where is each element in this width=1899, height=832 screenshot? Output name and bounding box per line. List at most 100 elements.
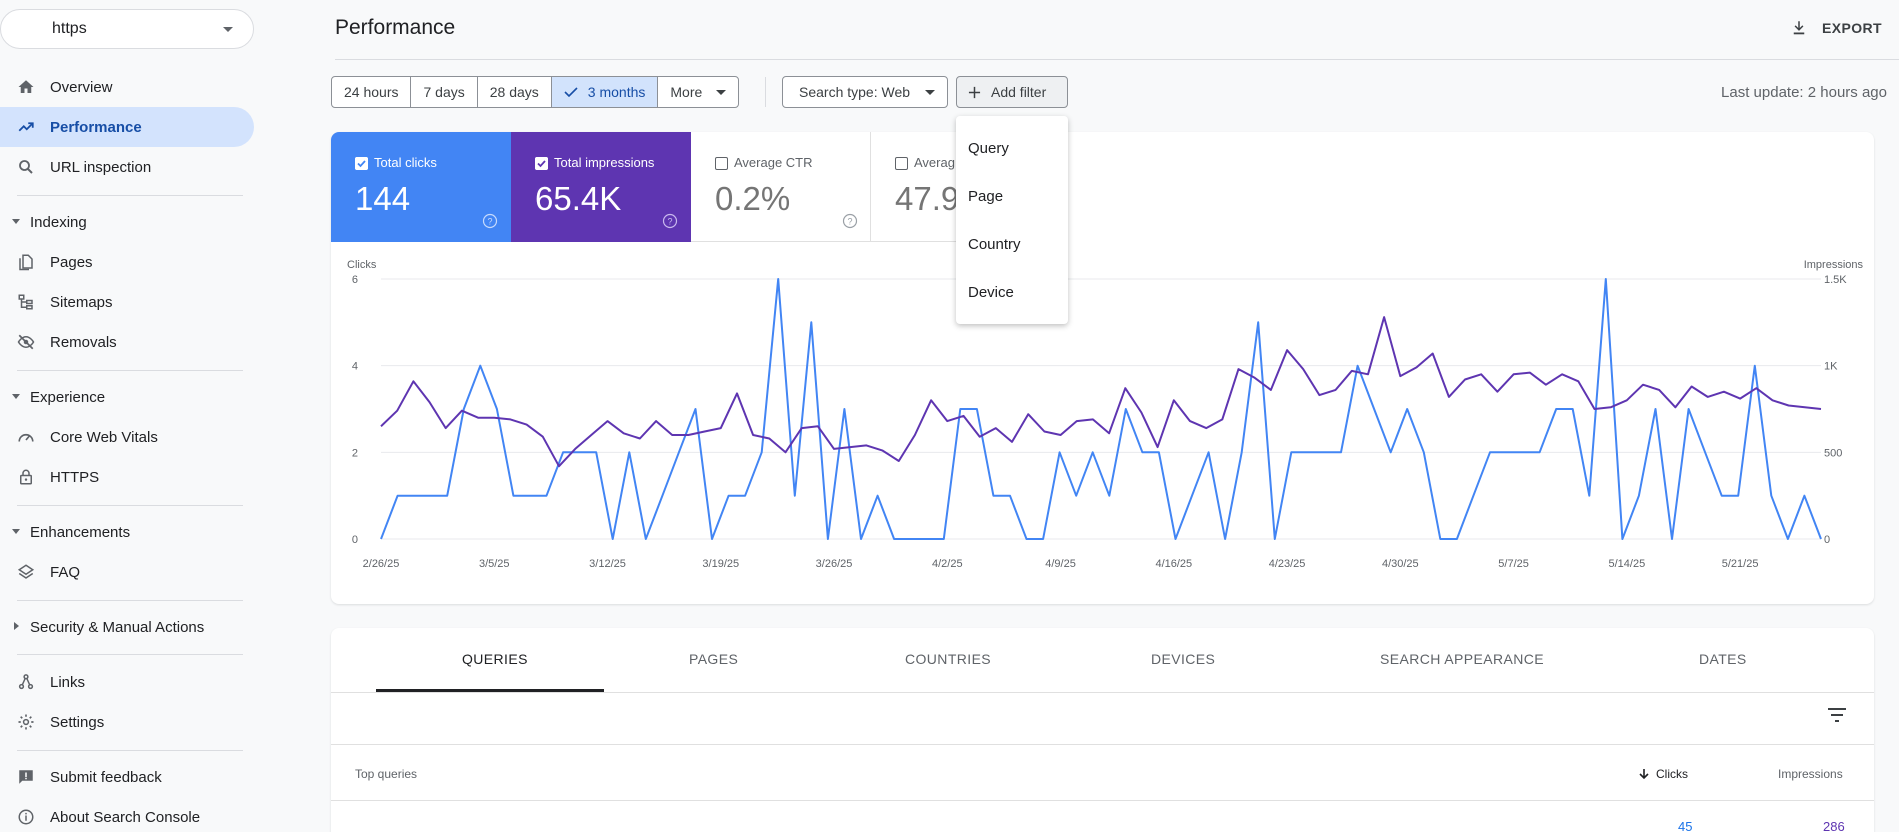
x-tick-label: 4/16/25 [1155, 558, 1192, 570]
pages-icon [19, 254, 33, 271]
range-28-days[interactable]: 28 days [478, 77, 552, 107]
export-label: EXPORT [1822, 20, 1882, 36]
caret-down-icon [12, 394, 20, 399]
x-tick-label: 4/23/25 [1269, 558, 1306, 570]
help-icon[interactable]: ? [842, 213, 858, 229]
tab-pages[interactable]: PAGES [689, 651, 739, 667]
sidebar-item-removals[interactable]: Removals [0, 322, 254, 362]
gear-icon [18, 714, 34, 730]
sidebar-item-sitemaps[interactable]: Sitemaps [0, 282, 254, 322]
section-experience[interactable]: Experience [0, 379, 254, 415]
performance-chart[interactable]: 0 2 4 6 0 500 1K 1.5K Clicks Impressions 2/26/25 3/… [331, 252, 1874, 604]
layers-icon [17, 564, 35, 579]
sitemap-icon [18, 294, 33, 310]
filter-separator [765, 77, 766, 107]
series-line-impressions [380, 316, 1822, 468]
metric-value: 0.2% [715, 180, 791, 217]
column-header-top-queries: Top queries [355, 767, 418, 781]
feedback-icon [19, 770, 33, 784]
performance-card: Total clicks 144 ? Total impressions 65.… [331, 132, 1874, 604]
property-name: https [52, 20, 87, 37]
section-security[interactable]: Security & Manual Actions [0, 609, 254, 645]
search-type-dropdown[interactable]: Search type: Web [782, 76, 948, 108]
sidebar-item-label: Settings [50, 713, 105, 731]
tab-queries[interactable]: QUERIES [462, 651, 528, 667]
sidebar-item-overview[interactable]: Overview [0, 67, 254, 107]
caret-down-icon [925, 90, 935, 95]
y-tick-left: 4 [352, 361, 358, 373]
metric-total-clicks[interactable]: Total clicks 144 ? [331, 132, 511, 242]
metric-value: 47.9 [895, 180, 960, 217]
row-clicks-value: 45 [1678, 819, 1693, 832]
x-tick-label: 5/14/25 [1608, 558, 1645, 570]
metric-value: 144 [355, 180, 411, 217]
section-enhancements[interactable]: Enhancements [0, 514, 254, 550]
checkbox-checked-icon[interactable] [355, 157, 368, 170]
filter-option-country[interactable]: Country [968, 236, 1021, 253]
sidebar-item-url-inspection[interactable]: URL inspection [0, 147, 254, 187]
sidebar-item-submit-feedback[interactable]: Submit feedback [0, 757, 254, 797]
sidebar-item-core-web-vitals[interactable]: Core Web Vitals [0, 417, 254, 457]
filter-option-query[interactable]: Query [968, 140, 1009, 157]
metric-average-ctr[interactable]: Average CTR 0.2% ? [691, 132, 871, 242]
filter-list-icon[interactable] [1827, 707, 1847, 723]
svg-text:?: ? [487, 217, 492, 227]
metric-label: Total impressions [554, 155, 655, 170]
trending-up-icon [18, 122, 34, 132]
checkbox-unchecked-icon[interactable] [715, 157, 728, 170]
tab-devices[interactable]: DEVICES [1151, 651, 1216, 667]
speedometer-icon [18, 433, 34, 442]
x-tick-label: 3/5/25 [479, 558, 510, 570]
sidebar-item-faq[interactable]: FAQ [0, 552, 254, 592]
sidebar-item-performance[interactable]: Performance [0, 107, 254, 147]
range-24-hours[interactable]: 24 hours [332, 77, 412, 107]
help-icon[interactable]: ? [662, 213, 678, 229]
sidebar-item-label: HTTPS [50, 468, 100, 486]
links-icon [18, 674, 34, 690]
divider [17, 370, 243, 371]
filter-option-device[interactable]: Device [968, 284, 1014, 301]
visibility-off-icon [17, 334, 35, 350]
sidebar-item-about[interactable]: About Search Console [0, 797, 254, 832]
search-icon [19, 160, 33, 174]
tab-dates[interactable]: DATES [1699, 651, 1747, 667]
column-label: Clicks [1656, 767, 1688, 781]
sidebar-item-https[interactable]: HTTPS [0, 457, 254, 497]
active-tab-indicator [376, 689, 604, 692]
tab-search-appearance[interactable]: SEARCH APPEARANCE [1380, 651, 1544, 667]
sidebar-item-label: Performance [50, 118, 142, 136]
metric-label: Total clicks [374, 155, 437, 170]
sidebar-item-pages[interactable]: Pages [0, 242, 254, 282]
help-icon[interactable]: ? [482, 213, 498, 229]
add-filter-button[interactable]: Add filter [956, 76, 1068, 108]
y-tick-left: 2 [352, 447, 358, 459]
sidebar-item-links[interactable]: Links [0, 662, 254, 702]
info-icon [18, 809, 34, 825]
column-header-clicks[interactable]: Clicks [1638, 767, 1688, 781]
filter-menu: Query Page Country Device [956, 116, 1068, 324]
page-title: Performance [335, 16, 456, 39]
section-indexing[interactable]: Indexing [0, 204, 254, 240]
checkbox-checked-icon[interactable] [535, 157, 548, 170]
sidebar-item-label: Pages [50, 253, 93, 271]
svg-text:?: ? [667, 217, 672, 227]
export-button[interactable]: EXPORT [1790, 14, 1882, 42]
range-7-days[interactable]: 7 days [411, 77, 478, 107]
caret-down-icon [12, 529, 20, 534]
metric-label: Averag [914, 155, 955, 170]
range-3-months[interactable]: 3 months [551, 77, 659, 107]
filter-option-page[interactable]: Page [968, 188, 1004, 205]
header-divider [335, 59, 1899, 60]
checkbox-unchecked-icon[interactable] [895, 157, 908, 170]
property-selector[interactable]: https [0, 9, 254, 49]
home-icon [18, 80, 34, 93]
sidebar-item-settings[interactable]: Settings [0, 702, 254, 742]
date-range-selector: 24 hours 7 days 28 days 3 months More [331, 76, 740, 108]
column-header-impressions[interactable]: Impressions [1778, 767, 1843, 781]
sidebar-item-label: Overview [50, 78, 113, 96]
tab-countries[interactable]: COUNTRIES [905, 651, 992, 667]
last-update-text: Last update: 2 hours ago [1721, 84, 1887, 101]
plus-icon [968, 86, 981, 99]
metric-total-impressions[interactable]: Total impressions 65.4K ? [511, 132, 691, 242]
range-more-dropdown[interactable]: More [658, 77, 738, 107]
